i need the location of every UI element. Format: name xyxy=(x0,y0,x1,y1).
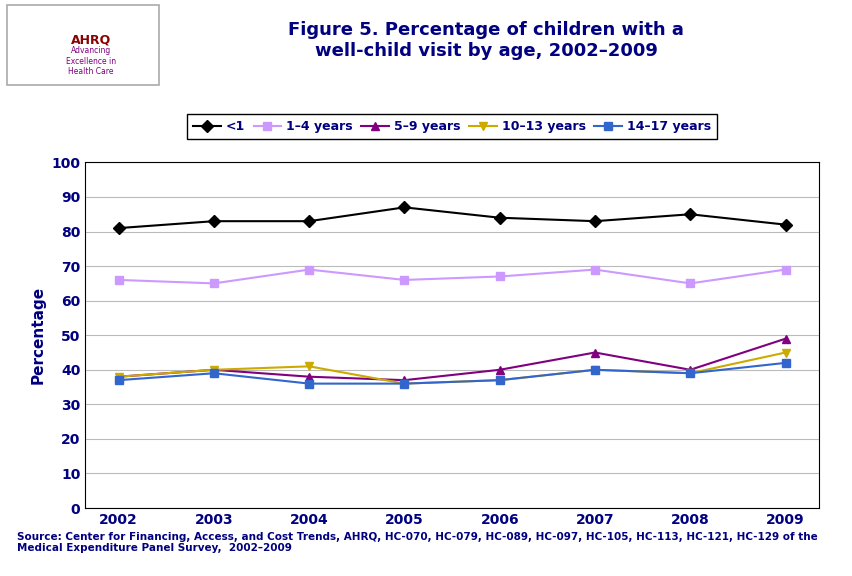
<1 xyxy=(113,225,124,232)
5–9 years xyxy=(209,366,219,373)
Line: 1–4 years: 1–4 years xyxy=(114,266,789,287)
<1 xyxy=(684,211,694,218)
Text: Source: Center for Financing, Access, and Cost Trends, AHRQ, HC-070, HC-079, HC-: Source: Center for Financing, Access, an… xyxy=(17,532,817,553)
<1 xyxy=(209,218,219,225)
<1 xyxy=(780,221,790,228)
14–17 years xyxy=(684,370,694,377)
1–4 years xyxy=(780,266,790,273)
10–13 years xyxy=(303,363,314,370)
14–17 years xyxy=(494,377,504,384)
Line: 14–17 years: 14–17 years xyxy=(114,359,789,388)
1–4 years xyxy=(113,276,124,283)
5–9 years xyxy=(780,335,790,342)
1–4 years xyxy=(209,280,219,287)
5–9 years xyxy=(303,373,314,380)
Text: Figure 5. Percentage of children with a
well-child visit by age, 2002–2009: Figure 5. Percentage of children with a … xyxy=(288,21,683,59)
10–13 years xyxy=(780,349,790,356)
14–17 years xyxy=(399,380,409,387)
<1 xyxy=(303,218,314,225)
10–13 years xyxy=(684,370,694,377)
<1 xyxy=(494,214,504,221)
10–13 years xyxy=(399,380,409,387)
Y-axis label: Percentage: Percentage xyxy=(31,286,46,384)
FancyBboxPatch shape xyxy=(8,5,158,85)
14–17 years xyxy=(303,380,314,387)
Text: Advancing
Excellence in
Health Care: Advancing Excellence in Health Care xyxy=(66,47,116,76)
5–9 years xyxy=(590,349,600,356)
5–9 years xyxy=(494,366,504,373)
1–4 years xyxy=(684,280,694,287)
10–13 years xyxy=(209,366,219,373)
<1 xyxy=(590,218,600,225)
5–9 years xyxy=(684,366,694,373)
1–4 years xyxy=(303,266,314,273)
Text: AHRQ: AHRQ xyxy=(71,34,111,47)
10–13 years xyxy=(494,377,504,384)
5–9 years xyxy=(399,377,409,384)
Line: 5–9 years: 5–9 years xyxy=(114,335,789,384)
14–17 years xyxy=(780,359,790,366)
1–4 years xyxy=(590,266,600,273)
<1 xyxy=(399,204,409,211)
1–4 years xyxy=(399,276,409,283)
Legend: <1, 1–4 years, 5–9 years, 10–13 years, 14–17 years: <1, 1–4 years, 5–9 years, 10–13 years, 1… xyxy=(187,114,717,139)
5–9 years xyxy=(113,373,124,380)
14–17 years xyxy=(113,377,124,384)
14–17 years xyxy=(590,366,600,373)
Line: 10–13 years: 10–13 years xyxy=(114,348,789,388)
10–13 years xyxy=(113,373,124,380)
1–4 years xyxy=(494,273,504,280)
Line: <1: <1 xyxy=(114,203,789,232)
14–17 years xyxy=(209,370,219,377)
10–13 years xyxy=(590,366,600,373)
